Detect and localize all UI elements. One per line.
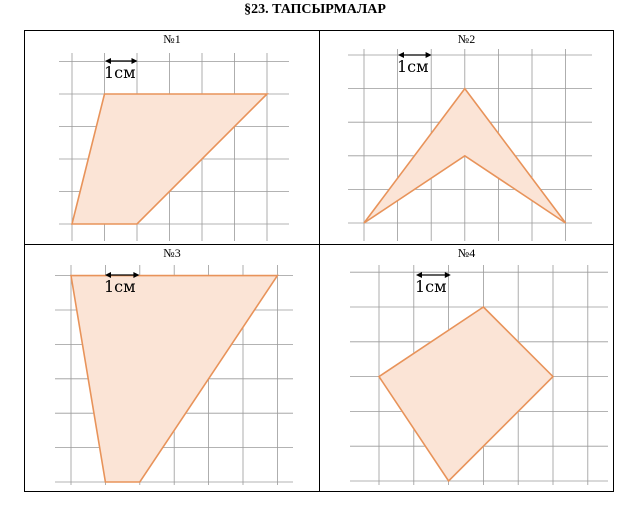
tasks-table: №1 1см №2 1см №3 1см №4 1см [24, 30, 614, 492]
task-4-polygon [377, 305, 555, 483]
arrow-right-icon [444, 272, 451, 278]
task-3-figure: 1см [55, 265, 293, 485]
task-1-label: №1 [163, 32, 181, 46]
arrow-left-icon [416, 272, 422, 278]
scale-label: 1см [415, 277, 447, 296]
task-2-cell: №2 1см [320, 31, 613, 244]
task-4-figure: 1см [350, 265, 608, 485]
task-2-figure: 1см [348, 49, 592, 241]
task-1-figure: 1см [59, 53, 289, 241]
task-3-label: №3 [163, 246, 181, 260]
arrow-right-icon [133, 272, 140, 278]
scale-label: 1см [104, 63, 136, 82]
arrow-left-icon [105, 58, 111, 64]
task-2-label: №2 [457, 32, 476, 46]
table-divider-vertical [319, 31, 320, 491]
task-2-polygon [363, 87, 567, 224]
task-3-cell: №3 1см [25, 245, 319, 491]
task-1-polygon [70, 93, 269, 225]
arrow-left-icon [105, 272, 111, 278]
scale-label: 1см [104, 277, 136, 296]
table-divider-horizontal [25, 244, 613, 245]
arrow-right-icon [131, 58, 138, 64]
page-title: §23. ТАПСЫРМАЛАР [244, 2, 386, 17]
scale-label: 1см [397, 57, 429, 76]
arrow-left-icon [398, 52, 404, 58]
task-3-polygon [70, 274, 279, 483]
task-4-label: №4 [457, 246, 476, 260]
task-4-cell: №4 1см [320, 245, 613, 491]
arrow-right-icon [425, 52, 432, 58]
task-1-cell: №1 1см [25, 31, 319, 244]
